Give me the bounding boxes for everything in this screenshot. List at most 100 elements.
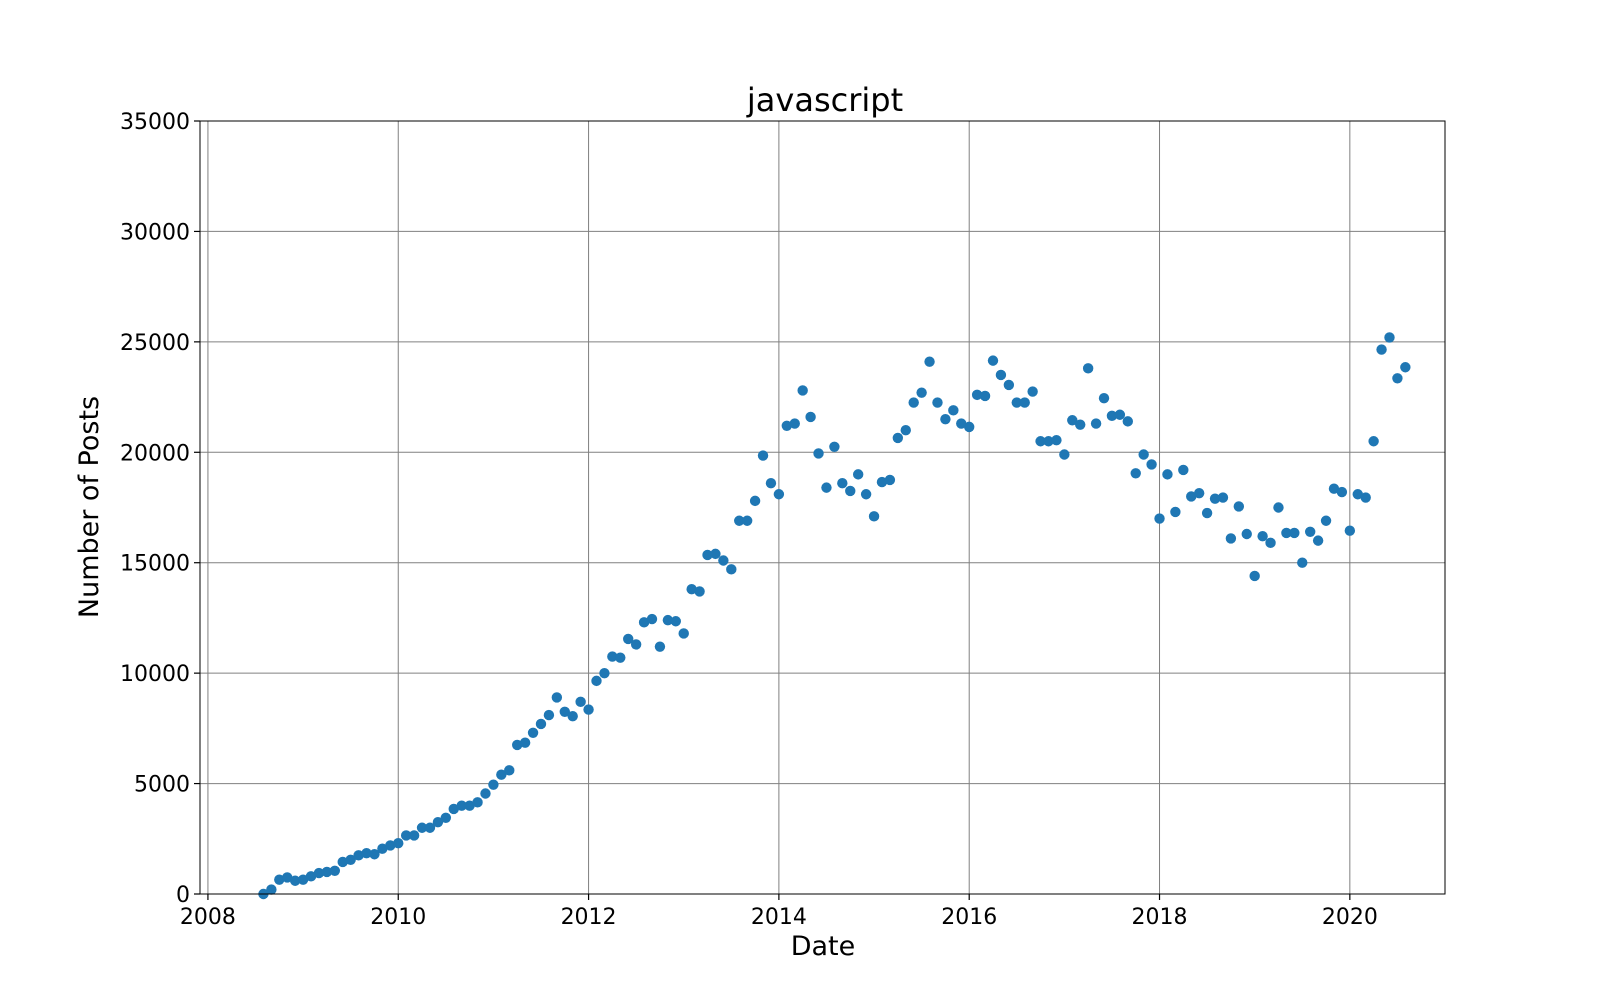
data-point [726, 564, 737, 575]
data-point [741, 515, 753, 526]
data-point [773, 489, 785, 500]
data-point [1241, 528, 1252, 540]
data-point [1312, 535, 1324, 546]
data-point [1051, 434, 1062, 446]
data-point [924, 356, 935, 367]
data-point [377, 843, 388, 854]
data-point [1082, 363, 1094, 374]
data-point [662, 614, 674, 626]
data-point [916, 387, 927, 398]
data-point [1352, 489, 1363, 500]
data-point [1098, 392, 1110, 404]
data-point [892, 432, 904, 444]
data-point [1067, 415, 1078, 426]
data-point [567, 711, 578, 722]
data-point [1075, 419, 1086, 430]
data-point [868, 511, 880, 522]
data-point [1217, 492, 1229, 503]
data-point [884, 474, 896, 486]
data-point [678, 628, 689, 639]
data-point [591, 675, 602, 687]
data-point [1257, 531, 1268, 542]
y-tick-label: 30000 [120, 220, 190, 245]
data-point [876, 476, 888, 488]
data-point [1209, 493, 1221, 504]
grid-lines [200, 120, 1445, 895]
data-point [1225, 533, 1237, 544]
data-point [1114, 409, 1126, 420]
data-point [797, 385, 808, 396]
y-tick-label: 10000 [120, 662, 190, 687]
data-point [432, 817, 444, 828]
data-point [702, 549, 713, 561]
data-point [408, 830, 420, 841]
y-tick-label: 0 [176, 883, 190, 908]
data-point [472, 797, 483, 808]
data-point [1368, 436, 1379, 447]
data-point [543, 709, 555, 721]
data-point [1035, 436, 1046, 447]
axis-ticks: 2008 2010 2012 2014 2016 2018 2020 0 5000 10000 15… [120, 110, 1378, 930]
data-point [1138, 449, 1149, 460]
data-point [845, 485, 856, 497]
data-point [630, 639, 642, 650]
data-point [932, 397, 943, 408]
data-point [1320, 515, 1332, 526]
x-tick-label: 2014 [751, 905, 807, 930]
data-point [559, 706, 570, 717]
data-point [416, 822, 428, 833]
data-point [289, 875, 301, 886]
data-point [829, 441, 840, 452]
data-point [900, 425, 911, 436]
data-point [266, 884, 277, 895]
data-point [995, 369, 1007, 381]
y-tick-label: 20000 [120, 441, 190, 466]
data-point [1019, 397, 1030, 408]
x-tick-label: 2016 [941, 905, 997, 930]
data-point [305, 871, 317, 882]
data-points [258, 332, 1411, 900]
y-axis-label: Number of Posts [74, 396, 105, 618]
data-point [860, 489, 872, 500]
data-point [694, 586, 705, 597]
data-point [821, 482, 832, 493]
data-point [361, 847, 372, 859]
data-point [321, 866, 333, 878]
data-point [948, 405, 959, 416]
data-point [599, 667, 610, 679]
data-point [1273, 502, 1284, 513]
data-point [496, 769, 507, 780]
y-tick-label: 5000 [134, 773, 190, 798]
x-tick-label: 2018 [1132, 905, 1188, 930]
chart-title: javascript [746, 81, 903, 119]
data-point [282, 872, 293, 883]
data-point [615, 652, 626, 663]
data-point [297, 874, 309, 885]
data-point [1249, 570, 1260, 582]
data-point [734, 515, 745, 526]
data-point [1162, 469, 1173, 480]
data-point [1106, 410, 1118, 422]
data-point [1154, 513, 1165, 524]
data-point [979, 390, 991, 402]
data-point [345, 854, 356, 865]
data-point [837, 478, 848, 489]
data-point [1178, 464, 1189, 476]
data-point [1027, 386, 1038, 397]
data-point [607, 651, 618, 662]
x-tick-label: 2012 [561, 905, 617, 930]
data-point [274, 874, 285, 885]
data-point [1304, 526, 1316, 537]
data-point [583, 704, 594, 715]
data-point [789, 418, 800, 429]
plot-frame [199, 120, 1446, 895]
data-point [1289, 527, 1300, 539]
data-point [535, 718, 547, 730]
x-axis-label: Date [791, 931, 856, 962]
y-tick-label: 25000 [120, 331, 190, 356]
data-point [313, 867, 325, 879]
data-point [765, 478, 777, 489]
y-tick-label: 15000 [120, 552, 190, 577]
data-point [456, 800, 467, 811]
